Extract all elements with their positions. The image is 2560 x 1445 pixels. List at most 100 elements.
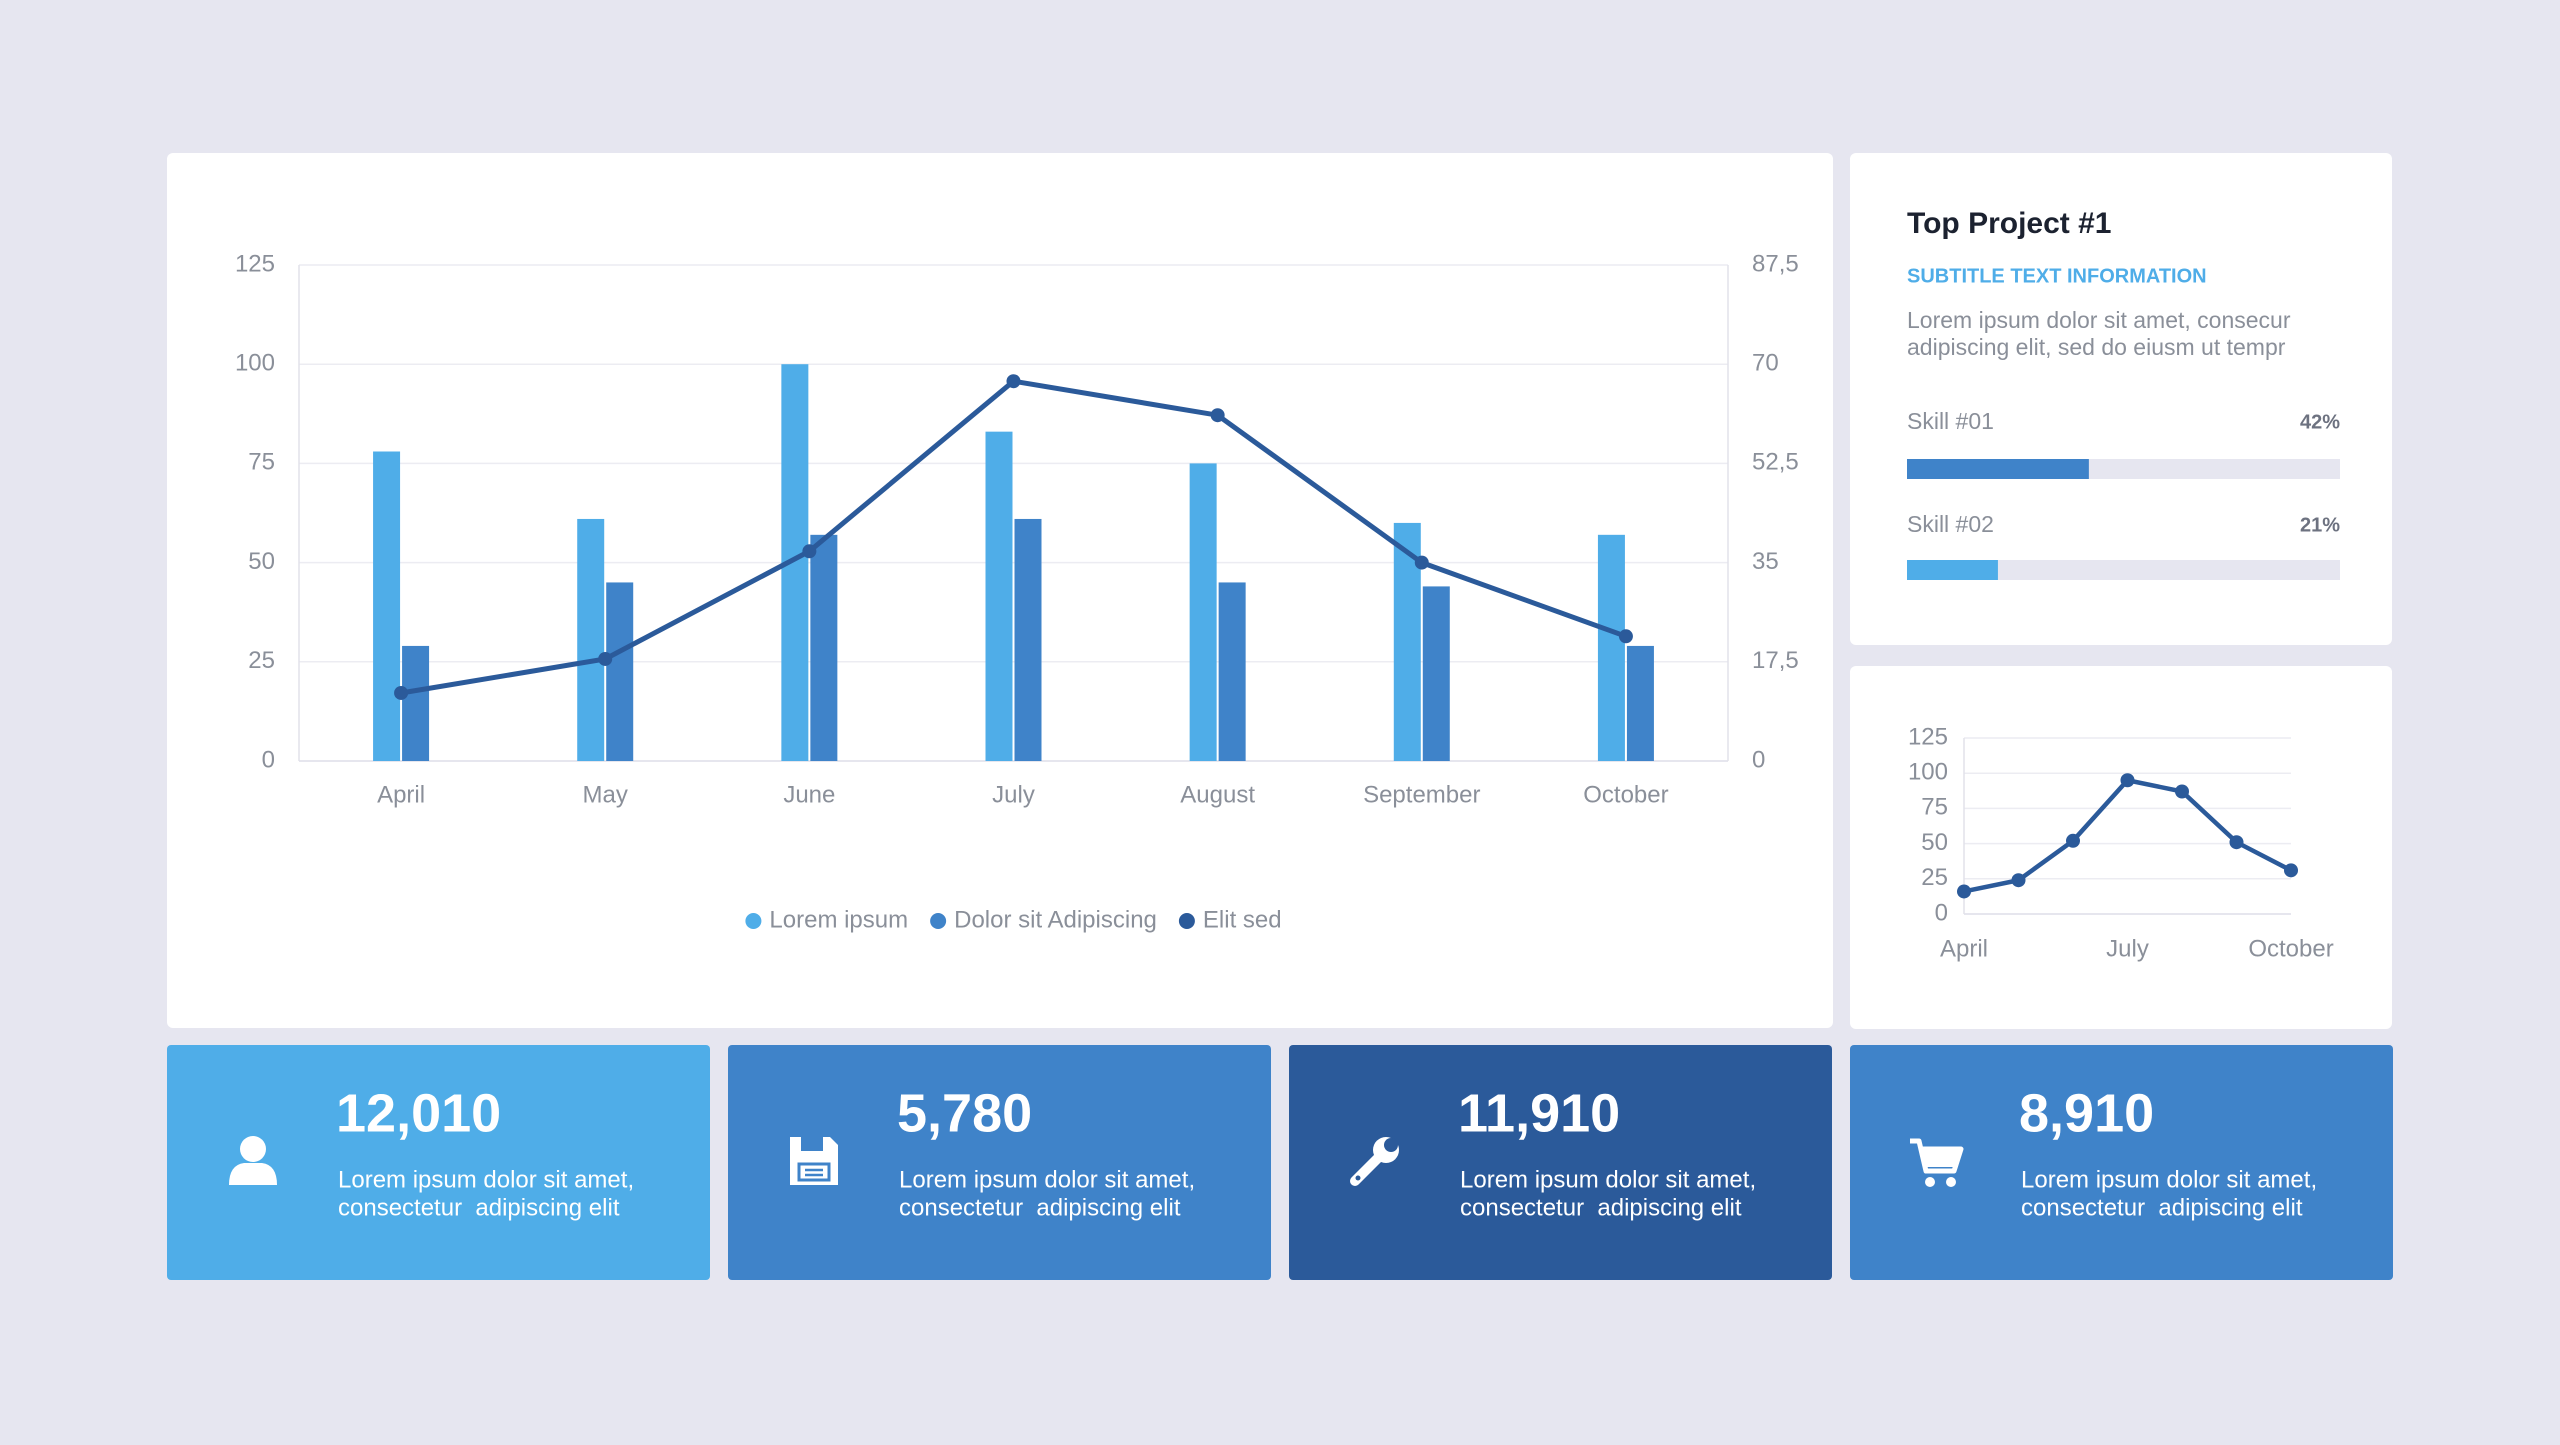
bar <box>1422 586 1450 761</box>
skill-name: Skill #02 <box>1907 511 1994 537</box>
bar <box>402 645 430 761</box>
project-text: Lorem ipsum dolor sit amet, consecur <box>1907 307 2291 333</box>
stat-text: Lorem ipsum dolor sit amet, <box>338 1166 634 1193</box>
line-point <box>598 651 613 666</box>
bar <box>373 451 401 761</box>
skill-value: 42% <box>2300 411 2340 433</box>
icon-part <box>240 1136 266 1162</box>
icon-part <box>229 1163 277 1185</box>
legend-marker <box>1178 913 1195 929</box>
project-card <box>1850 153 2392 645</box>
stat-icon <box>790 1137 838 1185</box>
icon-part <box>1924 1151 1958 1167</box>
line-point <box>2066 833 2080 848</box>
y-tick-label: 50 <box>248 548 275 575</box>
legend-label: Dolor sit Adipiscing <box>954 906 1157 933</box>
project-text: adipiscing elit, sed do eiusm ut tempr <box>1907 334 2286 360</box>
bar <box>606 582 634 761</box>
x-tick-label: April <box>377 781 425 808</box>
y-tick-label: 0 <box>1935 899 1948 926</box>
icon-part <box>1910 1138 1964 1174</box>
legend: Lorem ipsum Dolor sit Adipiscing Elit sed <box>745 906 1282 933</box>
stat-text: consectetur adipiscing elit <box>338 1194 620 1221</box>
stat-value: 11,910 <box>1458 1083 1620 1143</box>
line-point <box>394 685 409 700</box>
legend-label: Elit sed <box>1203 906 1282 933</box>
line-point <box>2120 773 2135 788</box>
bar <box>985 431 1013 761</box>
stat-text: consectetur adipiscing elit <box>899 1194 1181 1221</box>
legend-label: Lorem ipsum <box>769 906 908 933</box>
legend-marker <box>930 913 947 929</box>
x-tick-label: May <box>583 781 628 808</box>
line-point <box>2229 835 2244 850</box>
y2-tick-label: 17,5 <box>1752 647 1799 674</box>
skill-value: 21% <box>2300 514 2340 536</box>
y-tick-label: 125 <box>235 250 275 277</box>
mini-chart-card <box>1850 666 2392 1029</box>
stat-card <box>167 1045 710 1280</box>
stat-icon <box>1350 1137 1399 1186</box>
y2-tick-label: 35 <box>1752 548 1779 575</box>
skill-bar <box>1907 560 1998 580</box>
skill-name: Skill #01 <box>1907 408 1994 434</box>
line-point <box>1210 408 1225 423</box>
y-tick-label: 125 <box>1908 723 1948 750</box>
y-tick-label: 50 <box>1921 829 1948 856</box>
stat-value: 8,910 <box>2019 1083 2154 1143</box>
bar <box>1626 645 1654 761</box>
bar <box>577 518 605 761</box>
stat-card <box>1289 1045 1832 1280</box>
line-point <box>1414 555 1429 570</box>
bar <box>1189 463 1217 761</box>
icon-part <box>801 1137 823 1151</box>
line-point <box>1957 884 1971 899</box>
bar <box>1218 582 1246 761</box>
line-point <box>2175 784 2189 799</box>
project-subtitle: SUBTITLE TEXT INFORMATION <box>1907 265 2207 287</box>
y-tick-label: 100 <box>1908 759 1948 786</box>
bar <box>810 534 838 761</box>
y2-tick-label: 52,5 <box>1752 449 1799 476</box>
x-tick-label: June <box>783 781 835 808</box>
y-tick-label: 75 <box>248 449 275 476</box>
stat-value: 12,010 <box>336 1083 501 1143</box>
icon-part <box>1384 1138 1398 1152</box>
y2-tick-label: 87,5 <box>1752 250 1799 277</box>
line-point <box>1618 629 1633 644</box>
icon-part <box>1946 1177 1956 1187</box>
project-title: Top Project #1 <box>1907 207 2112 240</box>
y-tick-label: 75 <box>1921 794 1948 821</box>
icon-part <box>1355 1175 1361 1181</box>
y-tick-label: 0 <box>262 746 275 773</box>
y2-tick-label: 0 <box>1752 746 1765 773</box>
stat-value: 5,780 <box>897 1083 1032 1143</box>
x-tick-label: August <box>1180 781 1255 808</box>
icon-part <box>1925 1177 1935 1187</box>
line-point <box>1006 374 1021 389</box>
x-tick-label: September <box>1363 781 1480 808</box>
line-point <box>802 544 817 559</box>
legend-marker <box>745 913 762 929</box>
icon-part <box>797 1162 831 1182</box>
y2-tick-label: 70 <box>1752 350 1779 377</box>
x-tick-label: October <box>2248 935 2333 962</box>
stat-text: Lorem ipsum dolor sit amet, <box>899 1166 1195 1193</box>
y-tick-label: 25 <box>1921 864 1948 891</box>
stat-icon <box>1910 1138 1964 1187</box>
skill-track <box>1907 560 2340 580</box>
bar <box>1014 518 1042 761</box>
bar <box>1597 534 1625 761</box>
y-tick-label: 25 <box>248 647 275 674</box>
x-tick-label: October <box>1583 781 1668 808</box>
y-tick-label: 100 <box>235 350 275 377</box>
x-tick-label: April <box>1940 935 1988 962</box>
skill-bar <box>1907 459 2089 479</box>
stat-text: consectetur adipiscing elit <box>1460 1194 1742 1221</box>
line-point <box>2284 863 2298 878</box>
line-point <box>2011 873 2026 888</box>
x-tick-label: July <box>2106 935 2149 962</box>
x-tick-label: July <box>992 781 1035 808</box>
